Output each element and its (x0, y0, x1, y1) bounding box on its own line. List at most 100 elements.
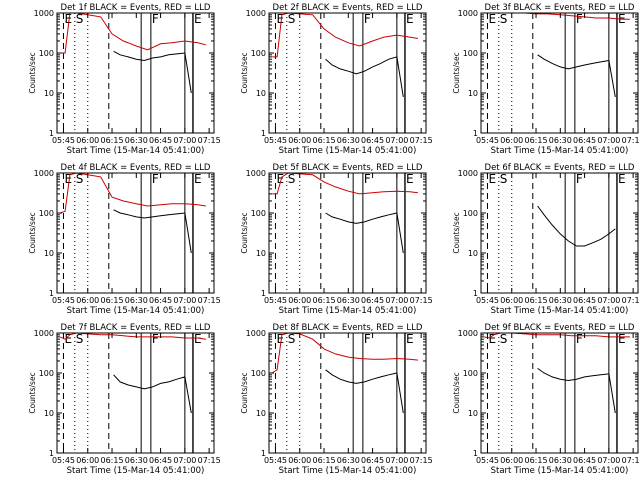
x-tick-label: 06:00 (500, 456, 523, 465)
x-tick-label: 06:45 (149, 136, 172, 145)
y-axis-label: Counts/sec (452, 212, 461, 253)
series-line-events (537, 367, 616, 414)
x-axis-label: Start Time (15-Mar-14 05:41:00) (279, 146, 417, 156)
y-tick-label: 10 (468, 89, 478, 98)
x-tick-label: 06:30 (125, 456, 148, 465)
x-tick-label: 07:15 (622, 296, 640, 305)
x-tick-label: 06:45 (573, 296, 596, 305)
panel-title: Det 6f BLACK = Events, RED = LLD (485, 163, 635, 173)
x-tick-label: 06:15 (312, 456, 335, 465)
x-tick-label: 06:00 (288, 296, 311, 305)
y-axis-label: Counts/sec (452, 52, 461, 93)
x-tick-label: 06:00 (288, 456, 311, 465)
y-tick-label: 10 (256, 249, 266, 258)
x-tick-label: 07:15 (198, 136, 221, 145)
x-tick-label: 06:00 (288, 136, 311, 145)
y-tick-label: 1000 (458, 169, 478, 178)
y-axis-label: Counts/sec (240, 212, 249, 253)
marker-label: S (500, 12, 508, 26)
y-axis-label: Counts/sec (240, 372, 249, 413)
y-tick-label: 1 (261, 449, 266, 458)
panel-title: Det 9f BLACK = Events, RED = LLD (485, 323, 635, 333)
x-tick-label: 05:45 (476, 456, 499, 465)
series-line-events (113, 209, 192, 254)
marker-label: E (618, 172, 626, 186)
marker-label: F (364, 172, 371, 186)
x-tick-label: 05:45 (476, 136, 499, 145)
plot-frame (268, 332, 427, 454)
x-tick-label: 07:15 (622, 136, 640, 145)
marker-label: S (76, 172, 84, 186)
x-tick-label: 06:45 (149, 296, 172, 305)
marker-label: F (576, 332, 583, 346)
marker-label: F (576, 172, 583, 186)
marker-label: E (618, 332, 626, 346)
series-line-lld (271, 332, 418, 374)
y-tick-label: 1000 (246, 9, 266, 18)
x-tick-label: 07:15 (410, 136, 433, 145)
x-tick-label: 06:00 (76, 296, 99, 305)
marker-label: F (152, 172, 159, 186)
x-tick-label: 06:15 (312, 136, 335, 145)
series-line-events (537, 54, 616, 97)
y-tick-label: 1 (49, 289, 54, 298)
panel-title: Det 7f BLACK = Events, RED = LLD (61, 323, 211, 333)
marker-label: F (364, 332, 371, 346)
marker-label: E (488, 332, 496, 346)
marker-label: E (194, 172, 202, 186)
x-tick-label: 06:15 (100, 296, 123, 305)
x-tick-label: 07:00 (385, 296, 408, 305)
y-tick-label: 10 (256, 89, 266, 98)
y-tick-label: 1000 (246, 329, 266, 338)
x-tick-label: 06:15 (100, 136, 123, 145)
plot-frame (480, 172, 639, 294)
x-tick-label: 06:00 (500, 296, 523, 305)
plot-frame (56, 12, 215, 134)
marker-label: E (406, 332, 414, 346)
x-tick-label: 06:30 (125, 136, 148, 145)
panel-title: Det 2f BLACK = Events, RED = LLD (273, 3, 423, 13)
plot-frame (268, 172, 427, 294)
x-tick-label: 06:45 (361, 136, 384, 145)
x-tick-label: 06:45 (149, 456, 172, 465)
x-tick-label: 05:45 (52, 296, 75, 305)
marker-label: E (194, 332, 202, 346)
y-tick-label: 1000 (34, 329, 54, 338)
marker-label: F (364, 12, 371, 26)
y-tick-label: 1 (473, 449, 478, 458)
series-line-events (537, 205, 616, 247)
x-tick-label: 06:30 (549, 136, 572, 145)
x-axis-label: Start Time (15-Mar-14 05:41:00) (67, 466, 205, 476)
x-tick-label: 07:00 (597, 136, 620, 145)
x-tick-label: 06:30 (549, 456, 572, 465)
x-tick-label: 06:30 (337, 136, 360, 145)
x-axis-label: Start Time (15-Mar-14 05:41:00) (491, 306, 629, 316)
y-tick-label: 1000 (246, 169, 266, 178)
x-tick-label: 06:15 (312, 296, 335, 305)
y-tick-label: 1 (473, 129, 478, 138)
y-tick-label: 1000 (34, 9, 54, 18)
series-line-lld (484, 332, 630, 339)
marker-label: E (64, 12, 72, 26)
x-tick-label: 07:00 (385, 136, 408, 145)
y-axis-label: Counts/sec (28, 52, 37, 93)
x-tick-label: 07:15 (410, 456, 433, 465)
x-tick-label: 07:15 (410, 296, 433, 305)
x-tick-label: 05:45 (264, 296, 287, 305)
marker-label: E (488, 172, 496, 186)
plot-frame (56, 332, 215, 454)
x-tick-label: 07:15 (622, 456, 640, 465)
x-axis-label: Start Time (15-Mar-14 05:41:00) (491, 146, 629, 156)
x-tick-label: 06:30 (337, 456, 360, 465)
y-tick-label: 1 (261, 129, 266, 138)
x-tick-label: 06:30 (337, 296, 360, 305)
plot-frame (56, 172, 215, 294)
marker-label: F (152, 12, 159, 26)
x-tick-label: 07:00 (385, 456, 408, 465)
marker-label: E (276, 12, 284, 26)
y-tick-label: 100 (251, 209, 266, 218)
